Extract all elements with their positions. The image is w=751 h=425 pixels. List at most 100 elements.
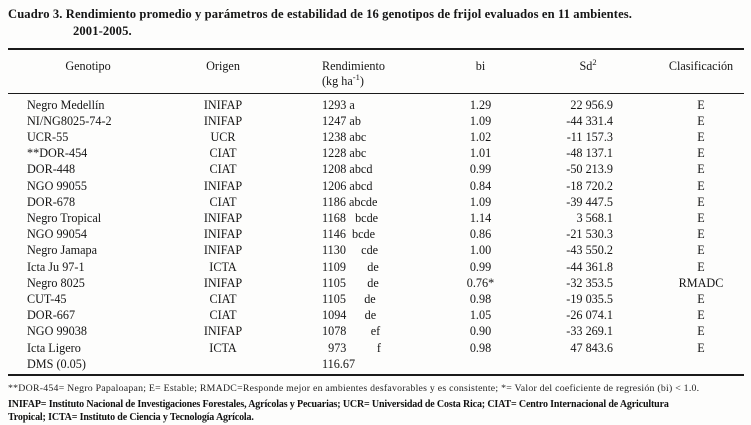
cell-bi: 1.09 (469, 113, 492, 128)
cell-genotipo: DOR-448 (27, 162, 76, 177)
cell-clasificacion: E (697, 146, 705, 161)
cell-origen: CIAT (209, 308, 237, 323)
cell-origen: CIAT (209, 162, 237, 177)
cell-genotipo: Negro Medellín (27, 97, 105, 112)
cell-rendimiento: 1168 bcde (322, 210, 379, 225)
col-header-origen: Origen (168, 49, 278, 94)
cell-rendimiento: 1105 de (322, 291, 376, 306)
table-row: Negro Tropical INIFAP 1168 bcde 1.14 3 568.1… (8, 210, 744, 226)
cell-genotipo: Negro Jamapa (27, 243, 98, 258)
rendimiento-header-label: Rendimiento (322, 59, 385, 73)
col-header-bi: bi (443, 49, 518, 94)
cell-bi: 0.86 (469, 227, 492, 242)
cell-genotipo: CUT-45 (27, 291, 67, 306)
cell-rendimiento: 1105 de (322, 275, 379, 290)
cell-genotipo: Icta Ligero (27, 340, 81, 355)
cell-sd2: -26 074.1 (566, 308, 613, 323)
cell-sd2: -32 353.5 (566, 275, 613, 290)
cell-sd2: -18 720.2 (566, 178, 613, 193)
cell-origen: CIAT (209, 194, 237, 209)
sd-header-exponent: 2 (592, 56, 597, 67)
cell-origen: INIFAP (203, 113, 243, 128)
cell-clasificacion: E (697, 162, 705, 177)
footnote-institutions-line1: INIFAP= Instituto Nacional de Investigac… (8, 398, 669, 410)
cell-clasificacion: E (697, 308, 705, 323)
cell-sd2: -11 157.3 (566, 129, 613, 144)
cell-clasificacion: E (697, 194, 705, 209)
table-row: DOR-448 CIAT 1208 abcd 0.99 -50 213.9 E (8, 161, 744, 177)
table-row: DMS (0.05) 116.67 (8, 356, 744, 375)
cell-origen: INIFAP (203, 97, 243, 112)
cell-rendimiento: 1238 abc (322, 129, 367, 144)
col-header-clasificacion: Clasificación (658, 49, 744, 94)
table-row: CUT-45 CIAT 1105 de 0.98 -19 035.5 E (8, 291, 744, 307)
cell-bi: 0.76* (466, 275, 495, 290)
table-header: Genotipo Origen Rendimiento (kg ha-1) bi… (8, 49, 744, 94)
cell-genotipo: NGO 99055 (27, 178, 87, 193)
table-row: UCR-55 UCR 1238 abc 1.02 -11 157.3 E (8, 129, 744, 145)
cell-sd2 (518, 356, 658, 375)
cell-rendimiento: 1247 ab (322, 113, 361, 128)
cell-clasificacion: E (697, 291, 705, 306)
table-row: DOR-667 CIAT 1094 de 1.05 -26 074.1 E (8, 307, 744, 323)
cell-sd2: -50 213.9 (566, 162, 613, 177)
cell-bi: 1.01 (469, 146, 492, 161)
cell-genotipo: Negro Tropical (27, 210, 102, 225)
cell-origen: INIFAP (203, 210, 243, 225)
header-row: Genotipo Origen Rendimiento (kg ha-1) bi… (8, 49, 744, 94)
cell-origen: INIFAP (203, 275, 243, 290)
footnote-institutions: INIFAP= Instituto Nacional de Investigac… (8, 398, 751, 425)
cell-clasificacion: E (697, 97, 705, 112)
sd-header-base: Sd (579, 59, 593, 73)
table-row: Icta Ju 97-1 ICTA 1109 de 0.99 -44 361.8 E (8, 259, 744, 275)
col-header-rendimiento: Rendimiento (kg ha-1) (278, 49, 443, 94)
cell-origen: ICTA (209, 259, 237, 274)
cell-origen: ICTA (209, 340, 237, 355)
cell-genotipo: DOR-678 (27, 194, 76, 209)
cell-sd2: -44 331.4 (566, 113, 613, 128)
caption-line2: 2001-2005. (73, 24, 132, 38)
cell-genotipo: NGO 99054 (27, 227, 87, 242)
cell-origen: INIFAP (203, 178, 243, 193)
cell-genotipo: DOR-667 (27, 308, 76, 323)
rendimiento-unit-exponent: -1 (352, 71, 360, 82)
rendimiento-unit-prefix: (kg ha (322, 74, 353, 88)
cell-origen: UCR (210, 129, 236, 144)
cell-bi: 1.00 (469, 243, 492, 258)
cell-genotipo: Icta Ju 97-1 (27, 259, 85, 274)
table-row: NGO 99038 INIFAP 1078 ef 0.90 -33 269.1 E (8, 323, 744, 339)
cell-sd2: -21 530.3 (566, 227, 613, 242)
cell-bi: 1.05 (469, 308, 492, 323)
cell-sd2: -48 137.1 (566, 146, 613, 161)
cell-bi: 0.84 (469, 178, 492, 193)
table-row: DOR-678 CIAT 1186 abcde 1.09 -39 447.5 E (8, 194, 744, 210)
cell-rendimiento: 1208 abcd (322, 162, 373, 177)
cell-sd2: 22 956.9 (570, 97, 613, 112)
table-body: Negro Medellín INIFAP 1293 a 1.29 22 956.9 E N… (8, 93, 744, 375)
cell-bi: 0.98 (469, 291, 492, 306)
cell-bi: 0.90 (469, 324, 492, 339)
cell-bi: 1.29 (469, 97, 492, 112)
cell-sd2: -44 361.8 (566, 259, 613, 274)
cell-rendimiento: 1130 cde (322, 243, 379, 258)
cell-bi: 1.09 (469, 194, 492, 209)
cell-clasificacion: E (697, 243, 705, 258)
table-row: Negro 8025 INIFAP 1105 de 0.76* -32 353.5 RMA… (8, 275, 744, 291)
cell-genotipo: **DOR-454 (27, 146, 88, 161)
cell-origen: CIAT (209, 291, 237, 306)
table-row: NI/NG8025-74-2 INIFAP 1247 ab 1.09 -44 331.4… (8, 113, 744, 129)
cell-bi (443, 356, 518, 375)
cell-rendimiento: 1186 abcde (322, 194, 378, 209)
cell-rendimiento: 1094 de (322, 308, 377, 323)
cell-rendimiento: 1109 de (322, 259, 379, 274)
cell-bi: 0.99 (469, 162, 492, 177)
cell-clasificacion: RMADC (678, 275, 724, 290)
table-row: Icta Ligero ICTA 973 f 0.98 47 843.6 E (8, 340, 744, 356)
cell-origen: INIFAP (203, 243, 243, 258)
cell-rendimiento: 1146 bcde (322, 227, 376, 242)
cell-rendimiento: 1206 abcd (322, 178, 373, 193)
cell-rendimiento: 1228 abc (322, 146, 367, 161)
cell-clasificacion: E (697, 324, 705, 339)
cell-genotipo: UCR-55 (27, 129, 69, 144)
